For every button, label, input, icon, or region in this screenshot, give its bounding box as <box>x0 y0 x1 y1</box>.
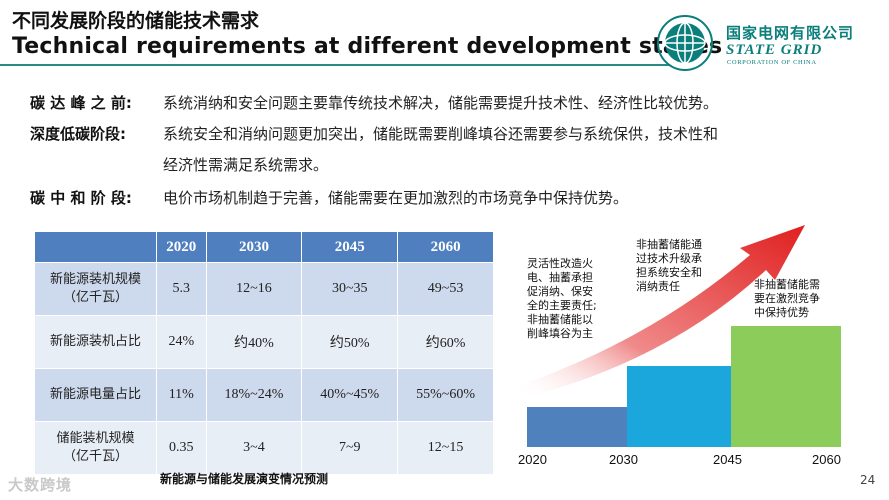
row-header-line1: 新能源电量占比 <box>49 387 141 402</box>
table-row: 新能源电量占比 11% 18%~24% 40%~45% 55%~60% <box>34 368 494 422</box>
table-caption: 新能源与储能发展演变情况预测 <box>160 472 329 486</box>
table-cell: 18%~24% <box>205 368 303 422</box>
table-row: 新能源装机规模 （亿千瓦） 5.3 12~16 30~35 49~53 <box>34 262 494 316</box>
row-header-line1: 储能装机规模 <box>56 431 135 446</box>
annotation-line: 全的主要责任; <box>527 299 597 312</box>
table-cell: 55%~60% <box>397 368 494 422</box>
x-tick-label: 2030 <box>609 452 638 467</box>
table-cell: 12~15 <box>397 421 494 475</box>
table-cell: 5.3 <box>156 262 207 316</box>
stage-text: 系统消纳和安全问题主要靠传统技术解决，储能需要提升技术性、经济性比较优势。 <box>163 94 719 112</box>
arrow-shape <box>520 225 805 398</box>
forecast-table: 2020 2030 2045 2060 新能源装机规模 （亿千瓦） 5.3 12~… <box>34 231 494 475</box>
table-row-header: 储能装机规模 （亿千瓦） <box>34 421 157 475</box>
table-cell: 约40% <box>205 315 303 369</box>
annotation-line: 非抽蓄储能需 <box>754 278 820 291</box>
table-row-header: 新能源电量占比 <box>34 368 157 422</box>
table-cell: 0.35 <box>156 421 207 475</box>
x-tick-label: 2020 <box>518 452 547 467</box>
page-title-cn: 不同发展阶段的储能技术需求 <box>12 10 260 32</box>
row-header-line2: （亿千瓦） <box>62 290 128 305</box>
stage-label: 碳 中 和 阶 段: <box>30 189 132 207</box>
table-col-header: 2060 <box>397 231 494 263</box>
watermark: 大数跨境 <box>8 476 73 494</box>
annotation-line: 中保持优势 <box>754 306 809 319</box>
table-col-header: 2030 <box>205 231 303 263</box>
annotation-line: 要在激烈竞争 <box>754 292 820 305</box>
page-title-en: Technical requirements at different deve… <box>12 34 723 59</box>
stage-label: 碳 达 峰 之 前: <box>30 94 132 112</box>
state-grid-globe-icon <box>657 15 713 71</box>
annotation-line: 消纳责任 <box>636 280 680 293</box>
stage-row-neutral: 碳 中 和 阶 段: 电价市场机制趋于完善，储能需要在更加激烈的市场竞争中保持优势… <box>30 187 628 208</box>
annotation-line: 过技术升级承 <box>636 252 702 265</box>
title-underline <box>0 64 670 66</box>
stage-row-lowcarbon: 深度低碳阶段: 系统安全和消纳问题更加突出，储能既需要削峰填谷还需要参与系统保供，… <box>30 123 718 144</box>
page-number: 24 <box>860 473 876 487</box>
stage-label: 深度低碳阶段: <box>30 125 126 143</box>
annotation-line: 担系统安全和 <box>636 266 702 279</box>
x-tick-label: 2045 <box>713 452 742 467</box>
row-header-line1: 新能源装机规模 <box>49 272 141 287</box>
step-bar <box>527 407 627 447</box>
table-row: 新能源装机占比 24% 约40% 约50% 约60% <box>34 315 494 369</box>
annotation-line: 非抽蓄储能通 <box>636 238 702 251</box>
table-cell: 12~16 <box>205 262 303 316</box>
annotation-stage1: 灵活性改造火 电、抽蓄承担 促消纳、保安 全的主要责任; 非抽蓄储能以 削峰填谷为主 <box>527 257 597 341</box>
table-cell: 11% <box>156 368 207 422</box>
table-cell: 7~9 <box>301 421 399 475</box>
table-col-header: 2045 <box>301 231 399 263</box>
table-cell: 30~35 <box>301 262 399 316</box>
table-corner-cell <box>34 231 157 263</box>
table-cell: 40%~45% <box>301 368 399 422</box>
brand-name-cn: 国家电网有限公司 <box>726 24 855 42</box>
annotation-line: 电、抽蓄承担 <box>527 271 593 284</box>
annotation-line: 灵活性改造火 <box>527 257 593 270</box>
table-row-header: 新能源装机规模 （亿千瓦） <box>34 262 157 316</box>
brand-name-en: State Grid <box>726 42 823 58</box>
table-header-row: 2020 2030 2045 2060 <box>34 231 494 263</box>
stage-row-peak: 碳 达 峰 之 前: 系统消纳和安全问题主要靠传统技术解决，储能需要提升技术性、经… <box>30 92 718 113</box>
step-bar <box>627 366 731 447</box>
row-header-line1: 新能源装机占比 <box>49 334 141 349</box>
annotation-line: 促消纳、保安 <box>527 285 593 298</box>
table-cell: 约50% <box>301 315 399 369</box>
table-row-header: 新能源装机占比 <box>34 315 157 369</box>
annotation-stage2: 非抽蓄储能通 过技术升级承 担系统安全和 消纳责任 <box>636 238 702 294</box>
row-header-line2: （亿千瓦） <box>62 449 128 464</box>
stage-text: 系统安全和消纳问题更加突出，储能既需要削峰填谷还需要参与系统保供，技术性和 <box>163 125 719 143</box>
stage-text: 电价市场机制趋于完善，储能需要在更加激烈的市场竞争中保持优势。 <box>163 189 629 207</box>
table-cell: 24% <box>156 315 207 369</box>
table-cell: 49~53 <box>397 262 494 316</box>
growth-arrow <box>520 225 805 398</box>
annotation-line: 削峰填谷为主 <box>527 327 593 340</box>
stage-row-lowcarbon-cont: 经济性需满足系统需求。 <box>163 156 329 174</box>
table-row: 储能装机规模 （亿千瓦） 0.35 3~4 7~9 12~15 <box>34 421 494 475</box>
x-tick-label: 2060 <box>812 452 841 467</box>
table-cell: 3~4 <box>205 421 303 475</box>
annotation-stage3: 非抽蓄储能需 要在激烈竞争 中保持优势 <box>754 278 820 320</box>
table-col-header: 2020 <box>156 231 207 263</box>
table-cell: 约60% <box>397 315 494 369</box>
brand-subtitle: CORPORATION OF CHINA <box>727 59 817 66</box>
step-bar <box>731 325 841 447</box>
annotation-line: 非抽蓄储能以 <box>527 313 593 326</box>
